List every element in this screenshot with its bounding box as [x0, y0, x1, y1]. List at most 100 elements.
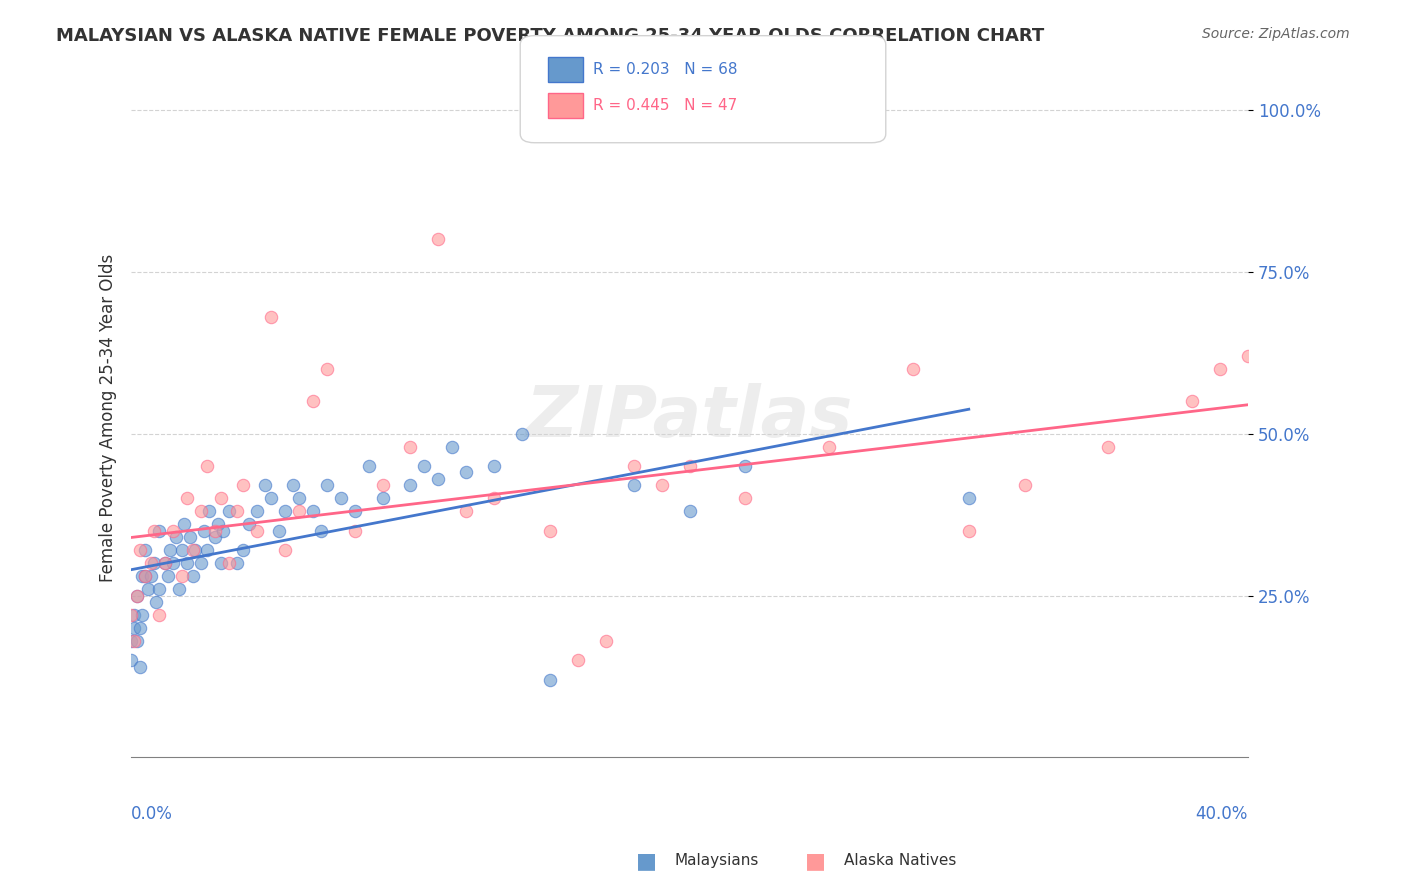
Y-axis label: Female Poverty Among 25-34 Year Olds: Female Poverty Among 25-34 Year Olds	[100, 253, 117, 582]
Point	[309, 524, 332, 538]
Point	[195, 543, 218, 558]
Point	[156, 569, 179, 583]
Point	[315, 478, 337, 492]
Point	[371, 491, 394, 506]
Point	[287, 504, 309, 518]
Point	[139, 569, 162, 583]
Point	[209, 491, 232, 506]
Point	[148, 582, 170, 596]
Point	[734, 458, 756, 473]
Point	[153, 556, 176, 570]
Point	[128, 543, 150, 558]
Point	[329, 491, 352, 506]
Point	[134, 569, 156, 583]
Point	[427, 232, 450, 246]
Point	[218, 504, 240, 518]
Point	[1097, 440, 1119, 454]
Point	[246, 504, 269, 518]
Text: MALAYSIAN VS ALASKA NATIVE FEMALE POVERTY AMONG 25-34 YEAR OLDS CORRELATION CHAR: MALAYSIAN VS ALASKA NATIVE FEMALE POVERT…	[56, 27, 1045, 45]
Text: ■: ■	[637, 851, 657, 871]
Point	[120, 653, 142, 667]
Point	[1014, 478, 1036, 492]
Point	[179, 530, 201, 544]
Point	[818, 440, 841, 454]
Point	[170, 569, 193, 583]
Point	[260, 310, 283, 324]
Point	[173, 517, 195, 532]
Point	[678, 458, 700, 473]
Point	[567, 653, 589, 667]
Point	[269, 524, 291, 538]
Text: 40.0%: 40.0%	[1195, 805, 1249, 823]
Point	[957, 524, 980, 538]
Point	[184, 543, 207, 558]
Point	[283, 478, 305, 492]
Point	[125, 589, 148, 603]
Point	[122, 633, 145, 648]
Point	[260, 491, 283, 506]
Point	[125, 589, 148, 603]
Point	[226, 504, 249, 518]
Point	[176, 491, 198, 506]
Point	[162, 556, 184, 570]
Point	[315, 362, 337, 376]
Text: 0.0%: 0.0%	[131, 805, 173, 823]
Point	[301, 394, 323, 409]
Point	[131, 607, 153, 622]
Point	[399, 440, 422, 454]
Point	[134, 543, 156, 558]
Point	[232, 543, 254, 558]
Point	[128, 659, 150, 673]
Point	[456, 466, 478, 480]
Text: ZIPatlas: ZIPatlas	[526, 383, 853, 452]
Point	[287, 491, 309, 506]
Point	[181, 543, 204, 558]
Point	[181, 569, 204, 583]
Point	[165, 530, 187, 544]
Point	[1237, 349, 1260, 363]
Point	[510, 426, 533, 441]
Text: R = 0.445   N = 47: R = 0.445 N = 47	[593, 98, 738, 112]
Point	[209, 556, 232, 570]
Point	[193, 524, 215, 538]
Point	[957, 491, 980, 506]
Point	[162, 524, 184, 538]
Point	[204, 530, 226, 544]
Point	[122, 607, 145, 622]
Point	[159, 543, 181, 558]
Point	[125, 633, 148, 648]
Text: Malaysians: Malaysians	[675, 854, 759, 868]
Point	[167, 582, 190, 596]
Point	[246, 524, 269, 538]
Point	[427, 472, 450, 486]
Point	[128, 621, 150, 635]
Point	[190, 556, 212, 570]
Text: Source: ZipAtlas.com: Source: ZipAtlas.com	[1202, 27, 1350, 41]
Text: ■: ■	[806, 851, 825, 871]
Point	[204, 524, 226, 538]
Text: Alaska Natives: Alaska Natives	[844, 854, 956, 868]
Point	[274, 543, 297, 558]
Point	[482, 458, 505, 473]
Point	[456, 504, 478, 518]
Point	[399, 478, 422, 492]
Point	[343, 504, 366, 518]
Point	[153, 556, 176, 570]
Point	[136, 582, 159, 596]
Point	[190, 504, 212, 518]
Point	[142, 524, 165, 538]
Point	[139, 556, 162, 570]
Point	[238, 517, 260, 532]
Text: R = 0.203   N = 68: R = 0.203 N = 68	[593, 62, 738, 77]
Point	[623, 478, 645, 492]
Point	[218, 556, 240, 570]
Point	[142, 556, 165, 570]
Point	[176, 556, 198, 570]
Point	[441, 440, 464, 454]
Point	[595, 633, 617, 648]
Point	[678, 504, 700, 518]
Point	[122, 621, 145, 635]
Point	[148, 524, 170, 538]
Point	[120, 633, 142, 648]
Point	[482, 491, 505, 506]
